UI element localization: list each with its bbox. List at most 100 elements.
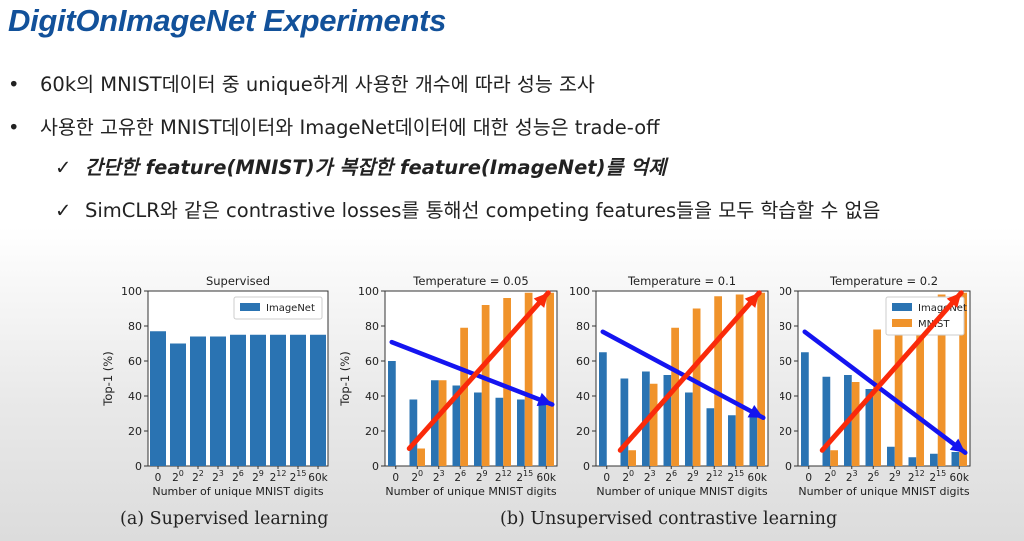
subpoint-2: ✓ SimCLR와 같은 contrastive losses를 통해선 comp… <box>55 194 880 223</box>
y-tick-label: 100 <box>570 285 590 298</box>
check-icon: ✓ <box>55 156 72 179</box>
bar-imagenet <box>230 334 246 466</box>
y-tick-label: 0 <box>372 460 379 473</box>
chart-supervised-svg: Supervised 0 20 40 60 80 100 Top-1 (%) 0 20 22 23 26… <box>101 274 329 498</box>
legend-swatch <box>892 303 912 311</box>
x-tick-label: 20 <box>411 469 423 484</box>
y-tick-label: 20 <box>365 425 379 438</box>
bar-series-1 <box>546 292 554 466</box>
x-tick-label: 20 <box>824 469 836 484</box>
y-tick-label: 60 <box>780 355 792 368</box>
subpoint-1: ✓ 간단한 feature(MNIST)가 복잡한 feature(ImageNe… <box>55 151 666 180</box>
bar-imagenet <box>930 453 938 466</box>
chart-temp-02-svg: Temperature = 0.2 0 20 40 60 80 100 0 20 23 26 29 21… <box>771 274 971 498</box>
y-tick-label: 80 <box>576 320 590 333</box>
y-tick-label: 80 <box>128 320 142 333</box>
bar-series-1 <box>460 327 468 466</box>
x-axis-label: Number of unique MNIST digits <box>596 485 768 498</box>
bullet-2: • 사용한 고유한 MNIST데이터와 ImageNet데이터에 대한 성능은 t… <box>8 111 660 140</box>
bar-series-0 <box>663 375 672 466</box>
bar-series-1 <box>671 327 679 466</box>
y-tick-label: 80 <box>365 320 379 333</box>
bar-series-1 <box>503 298 511 466</box>
y-tick-label: 20 <box>576 425 590 438</box>
chart-temp-005: Temperature = 0.05 0 20 40 60 80 100 Top-1 (%) 0… <box>338 270 565 509</box>
trend-arrow-down <box>802 329 968 455</box>
x-tick-label: 29 <box>476 469 488 484</box>
trend-arrow-down <box>389 339 555 407</box>
x-tick-label: 212 <box>495 469 512 484</box>
y-tick-label: 60 <box>365 355 379 368</box>
bar-imagenet <box>170 343 186 466</box>
bar-series-0 <box>409 399 418 466</box>
x-tick-label: 29 <box>687 469 699 484</box>
bar-series-0 <box>749 415 758 466</box>
bar-series-0 <box>517 399 525 466</box>
y-tick-label: 100 <box>121 285 142 298</box>
bar-mnist <box>873 329 881 466</box>
bullet-2-text: 사용한 고유한 MNIST데이터와 ImageNet데이터에 대한 성능은 tr… <box>40 116 660 139</box>
bar-series-1 <box>757 292 765 466</box>
bar-series-0 <box>452 385 461 466</box>
bar-mnist <box>937 294 946 466</box>
bar-series-1 <box>692 308 701 466</box>
bar-series-0 <box>728 415 736 466</box>
bar-imagenet <box>865 389 874 466</box>
x-tick-label: 0 <box>155 472 162 484</box>
bar-mnist <box>851 382 860 466</box>
x-tick-label: 212 <box>706 469 723 484</box>
bar-series-0 <box>495 397 504 466</box>
x-tick-label: 29 <box>252 469 264 484</box>
legend-label: ImageNet <box>266 303 315 314</box>
bar-mnist <box>959 292 967 466</box>
legend-swatch <box>240 303 260 311</box>
trend-arrow-up-head <box>946 292 962 308</box>
slide-title: DigitOnImageNet Experiments <box>8 3 447 38</box>
bar-imagenet <box>801 352 809 466</box>
legend-label: ImageNet <box>918 303 967 314</box>
x-tick-label: 23 <box>433 469 445 484</box>
chart-temp-02: Temperature = 0.2 0 20 40 60 80 100 0 20 23 26 29 21… <box>771 270 980 509</box>
bar-series-0 <box>474 392 482 466</box>
bar-imagenet <box>150 331 166 466</box>
chart-supervised: Supervised 0 20 40 60 80 100 Top-1 (%) 0 20 22 23 26… <box>100 270 340 509</box>
y-tick-label: 60 <box>576 355 590 368</box>
bar-imagenet <box>210 336 226 466</box>
x-tick-label: 60k <box>537 472 557 484</box>
chart-temp-01-svg: Temperature = 0.1 0 20 40 60 80 100 0 20 23 26 29 21… <box>569 274 769 498</box>
x-tick-label: 26 <box>867 469 879 484</box>
x-tick-label: 215 <box>929 469 946 484</box>
chart-title: Temperature = 0.05 <box>412 274 528 288</box>
x-tick-label: 215 <box>290 469 307 484</box>
bullet-dot: • <box>8 73 20 96</box>
bar-series-0 <box>706 408 715 466</box>
bar-series-1 <box>417 448 425 466</box>
bar-series-1 <box>481 305 490 466</box>
y-tick-label: 40 <box>365 390 379 403</box>
y-tick-label: 80 <box>780 320 792 333</box>
bar-series-0 <box>599 352 607 466</box>
bar-imagenet <box>951 452 960 466</box>
legend-box <box>233 296 323 320</box>
bar-imagenet <box>190 336 206 466</box>
x-tick-label: 60k <box>950 472 970 484</box>
x-tick-label: 0 <box>805 472 812 484</box>
y-tick-label: 40 <box>576 390 590 403</box>
bar-mnist <box>894 306 903 466</box>
bar-imagenet <box>908 457 917 466</box>
x-tick-label: 23 <box>846 469 858 484</box>
trend-arrow-down-head <box>949 438 966 453</box>
bar-series-1 <box>438 380 447 466</box>
y-tick-label: 0 <box>135 460 142 473</box>
x-tick-label: 0 <box>603 472 610 484</box>
trend-arrow-up <box>819 290 964 453</box>
chart-title: Supervised <box>206 274 270 288</box>
bar-mnist <box>830 450 838 466</box>
bar-imagenet <box>250 334 266 466</box>
bar-series-1 <box>714 296 722 466</box>
x-tick-label: 215 <box>516 469 533 484</box>
y-tick-label: 20 <box>128 425 142 438</box>
y-tick-label: 0 <box>785 460 792 473</box>
x-tick-label: 20 <box>172 469 184 484</box>
y-axis-label: Top-1 (%) <box>340 351 352 406</box>
